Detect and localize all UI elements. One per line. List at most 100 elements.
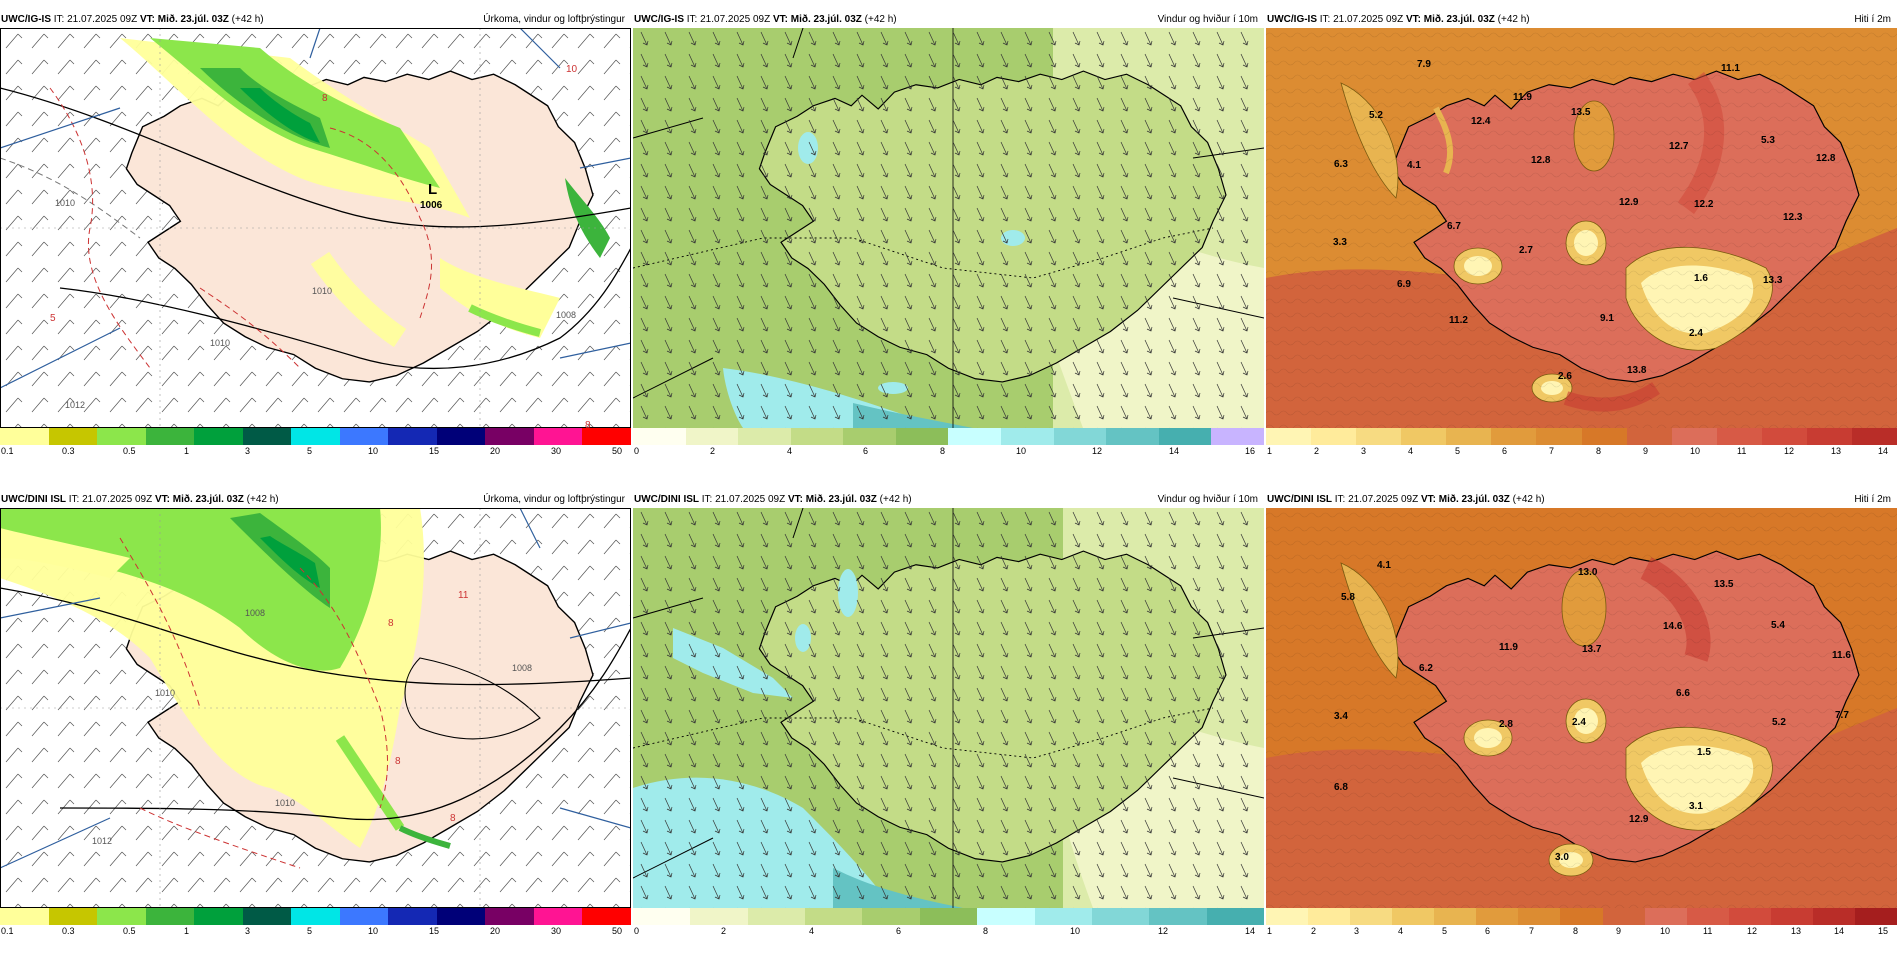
colorbar-swatch — [1401, 428, 1447, 445]
colorbar-tick-label: 4 — [1408, 446, 1414, 456]
colorbar-tick-label: 6 — [1485, 926, 1491, 936]
colorbar-tick-label: 0 — [634, 926, 640, 936]
colorbar-tick-label: 13 — [1831, 446, 1842, 456]
colorbar-tick-label: 7 — [1549, 446, 1555, 456]
wind-colorbar-ticks: 0 2 4 6 8 10 12 14 — [633, 925, 1264, 939]
colorbar-swatch — [1434, 908, 1477, 925]
precip-map: L 1006 1010 1010 1008 1012 1010 10 5 8 8 — [0, 28, 631, 428]
colorbar-swatch — [1034, 908, 1092, 925]
colorbar-tick-label: 1 — [1267, 926, 1273, 936]
panel-title: Hiti í 2m — [1854, 14, 1891, 25]
issue-time: IT: 21.07.2025 09Z — [1334, 494, 1419, 505]
colorbar-swatch — [1149, 908, 1207, 925]
colorbar-swatch — [291, 428, 340, 445]
temp-value: 9.1 — [1600, 313, 1614, 324]
temp-value: 7.7 — [1835, 710, 1849, 721]
colorbar-tick-label: 1 — [184, 446, 190, 456]
isobar-label: 1012 — [92, 836, 113, 846]
colorbar-tick-label: 0.1 — [1, 926, 14, 936]
colorbar-swatch — [1560, 908, 1603, 925]
temp-value: 13.3 — [1763, 275, 1783, 286]
colorbar-tick-label: 10 — [1690, 446, 1701, 456]
colorbar-tick-label: 11 — [1703, 926, 1713, 936]
model-label: UWC/IG-IS — [1, 14, 51, 25]
colorbar-swatch — [1770, 908, 1813, 925]
isobar-label: 1008 — [556, 310, 577, 320]
model-label: UWC/IG-IS — [1267, 14, 1317, 25]
temp-contour-label: 11 — [458, 590, 469, 601]
colorbar-tick-label: 10 — [1660, 926, 1671, 936]
temp-contour-label: 10 — [566, 64, 578, 75]
colorbar-swatch — [1266, 908, 1309, 925]
panel-header: UWC/IG-IS IT: 21.07.2025 09Z VT: Mið. 23… — [633, 12, 1264, 28]
colorbar-swatch — [1686, 908, 1729, 925]
temp-value: 1.5 — [1697, 747, 1711, 758]
panel-title: Vindur og hviður í 10m — [1157, 14, 1258, 25]
temp-value: 5.8 — [1341, 592, 1355, 603]
panel-header: UWC/DINI ISL IT: 21.07.2025 09Z VT: Mið.… — [1266, 492, 1897, 508]
valid-time: Mið. 23.júl. 03Z — [157, 14, 229, 25]
colorbar-swatch — [242, 908, 292, 925]
colorbar-swatch — [1854, 908, 1897, 925]
temp-colorbar — [1266, 908, 1897, 925]
colorbar-tick-label: 8 — [1596, 446, 1602, 456]
colorbar-tick-label: 0.5 — [123, 446, 136, 456]
colorbar-tick-label: 2 — [721, 926, 727, 936]
colorbar-swatch — [919, 908, 978, 925]
colorbar-swatch — [194, 428, 243, 445]
lead-time: (+42 h) — [246, 494, 279, 505]
temp-value: 6.7 — [1447, 221, 1461, 232]
colorbar-tick-label: 0.3 — [62, 446, 75, 456]
valid-label: VT: — [772, 14, 788, 25]
colorbar-tick-label: 2 — [710, 446, 716, 456]
colorbar-swatch — [194, 908, 243, 925]
model-label: UWC/DINI ISL — [1, 494, 66, 505]
colorbar-swatch — [1446, 428, 1492, 445]
lead-time: (+42 h) — [231, 14, 264, 25]
colorbar-swatch — [1581, 428, 1627, 445]
model-label: UWC/IG-IS — [634, 14, 684, 25]
panel-title: Hiti í 2m — [1854, 494, 1891, 505]
colorbar-tick-label: 0.5 — [123, 926, 136, 936]
colorbar-tick-label: 4 — [1398, 926, 1404, 936]
temp-value: 11.6 — [1832, 650, 1851, 661]
colorbar-swatch — [1491, 428, 1537, 445]
precip-colorbar — [0, 908, 631, 925]
colorbar-tick-label: 9 — [1616, 926, 1622, 936]
colorbar-tick-label: 3 — [245, 446, 251, 456]
colorbar-swatch — [843, 428, 896, 445]
temp-value: 6.2 — [1419, 663, 1433, 674]
colorbar-tick-label: 10 — [368, 926, 379, 936]
temp-value: 13.7 — [1582, 644, 1602, 655]
colorbar-swatch — [436, 428, 486, 445]
colorbar-tick-label: 14 — [1878, 446, 1889, 456]
colorbar-tick-label: 12 — [1747, 926, 1758, 936]
panel-title: Úrkoma, vindur og loftþrýstingur — [483, 14, 625, 25]
colorbar-swatch — [633, 428, 686, 445]
issue-time: IT: 21.07.2025 09Z — [1319, 14, 1404, 25]
colorbar-swatch — [1266, 428, 1312, 445]
issue-time: IT: 21.07.2025 09Z — [686, 14, 771, 25]
colorbar-swatch — [388, 908, 437, 925]
colorbar-swatch — [1106, 428, 1159, 445]
colorbar-swatch — [485, 428, 534, 445]
temp-value: 4.1 — [1407, 160, 1421, 171]
valid-time: Mið. 23.júl. 03Z — [1438, 494, 1510, 505]
temp-colorbar — [1266, 428, 1898, 445]
colorbar-tick-label: 15 — [429, 926, 440, 936]
panel-precip-row1: UWC/IG-IS IT: 21.07.2025 09Z VT: Mið. 23… — [0, 12, 631, 474]
isobar-label: 1010 — [312, 286, 333, 296]
temp-value: 13.5 — [1571, 107, 1591, 118]
temp-value: 12.3 — [1783, 212, 1803, 223]
issue-time: IT: 21.07.2025 09Z — [701, 494, 786, 505]
temp-value: 12.9 — [1619, 197, 1639, 208]
temp-value: 6.6 — [1676, 688, 1690, 699]
model-label: UWC/DINI ISL — [1267, 494, 1332, 505]
colorbar-swatch — [339, 428, 389, 445]
wind-colorbar — [633, 428, 1264, 445]
temp-value: 11.9 — [1499, 642, 1518, 653]
colorbar-tick-label: 3 — [245, 926, 251, 936]
colorbar-tick-label: 15 — [1878, 926, 1889, 936]
colorbar-swatch — [48, 428, 98, 445]
colorbar-tick-label: 8 — [940, 446, 946, 456]
